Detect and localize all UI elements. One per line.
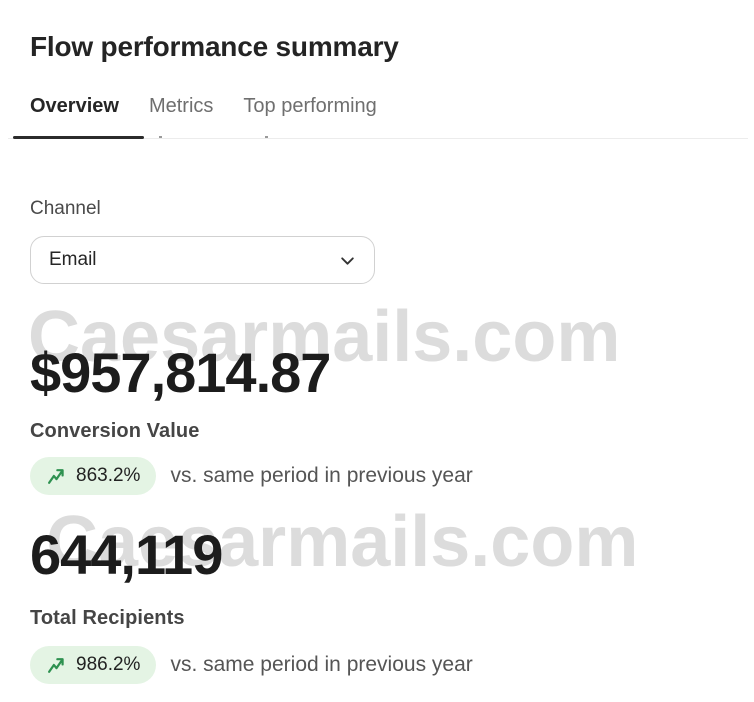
tabbar-divider <box>8 138 748 139</box>
channel-filter-label: Channel <box>30 198 101 219</box>
watermark-text: Caesarmails.com <box>46 502 639 582</box>
tab-top-performing[interactable]: Top performing <box>228 92 391 120</box>
trending-up-icon <box>46 466 67 487</box>
page-title: Flow performance summary <box>30 30 399 62</box>
active-tab-indicator <box>13 136 144 139</box>
tab-bar: Overview Metrics Top performing <box>15 92 392 120</box>
channel-select[interactable]: Email <box>30 236 375 284</box>
trend-badge: 863.2% <box>30 457 157 495</box>
tab-metrics[interactable]: Metrics <box>134 92 228 120</box>
comparison-text: vs. same period in previous year <box>170 464 473 487</box>
conversion-value-amount: $957,814.87 <box>30 341 331 404</box>
total-recipients-trend-row: 986.2% vs. same period in previous year <box>30 646 473 684</box>
total-recipients-label: Total Recipients <box>30 607 185 629</box>
watermark-text: Caesarmails.com <box>28 297 621 377</box>
total-recipients-amount: 644,119 <box>30 523 223 586</box>
tab-overview[interactable]: Overview <box>15 92 134 120</box>
trending-up-icon <box>46 655 67 676</box>
conversion-value-trend-row: 863.2% vs. same period in previous year <box>30 457 473 495</box>
trend-badge: 986.2% <box>30 646 157 684</box>
trend-percentage: 986.2% <box>76 654 141 675</box>
chevron-down-icon <box>339 252 356 269</box>
channel-select-value: Email <box>49 249 97 270</box>
tab-edge-dot <box>159 136 162 138</box>
conversion-value-label: Conversion Value <box>30 420 200 442</box>
trend-percentage: 863.2% <box>76 465 141 486</box>
tab-edge-dot <box>265 136 268 138</box>
comparison-text: vs. same period in previous year <box>170 653 473 676</box>
